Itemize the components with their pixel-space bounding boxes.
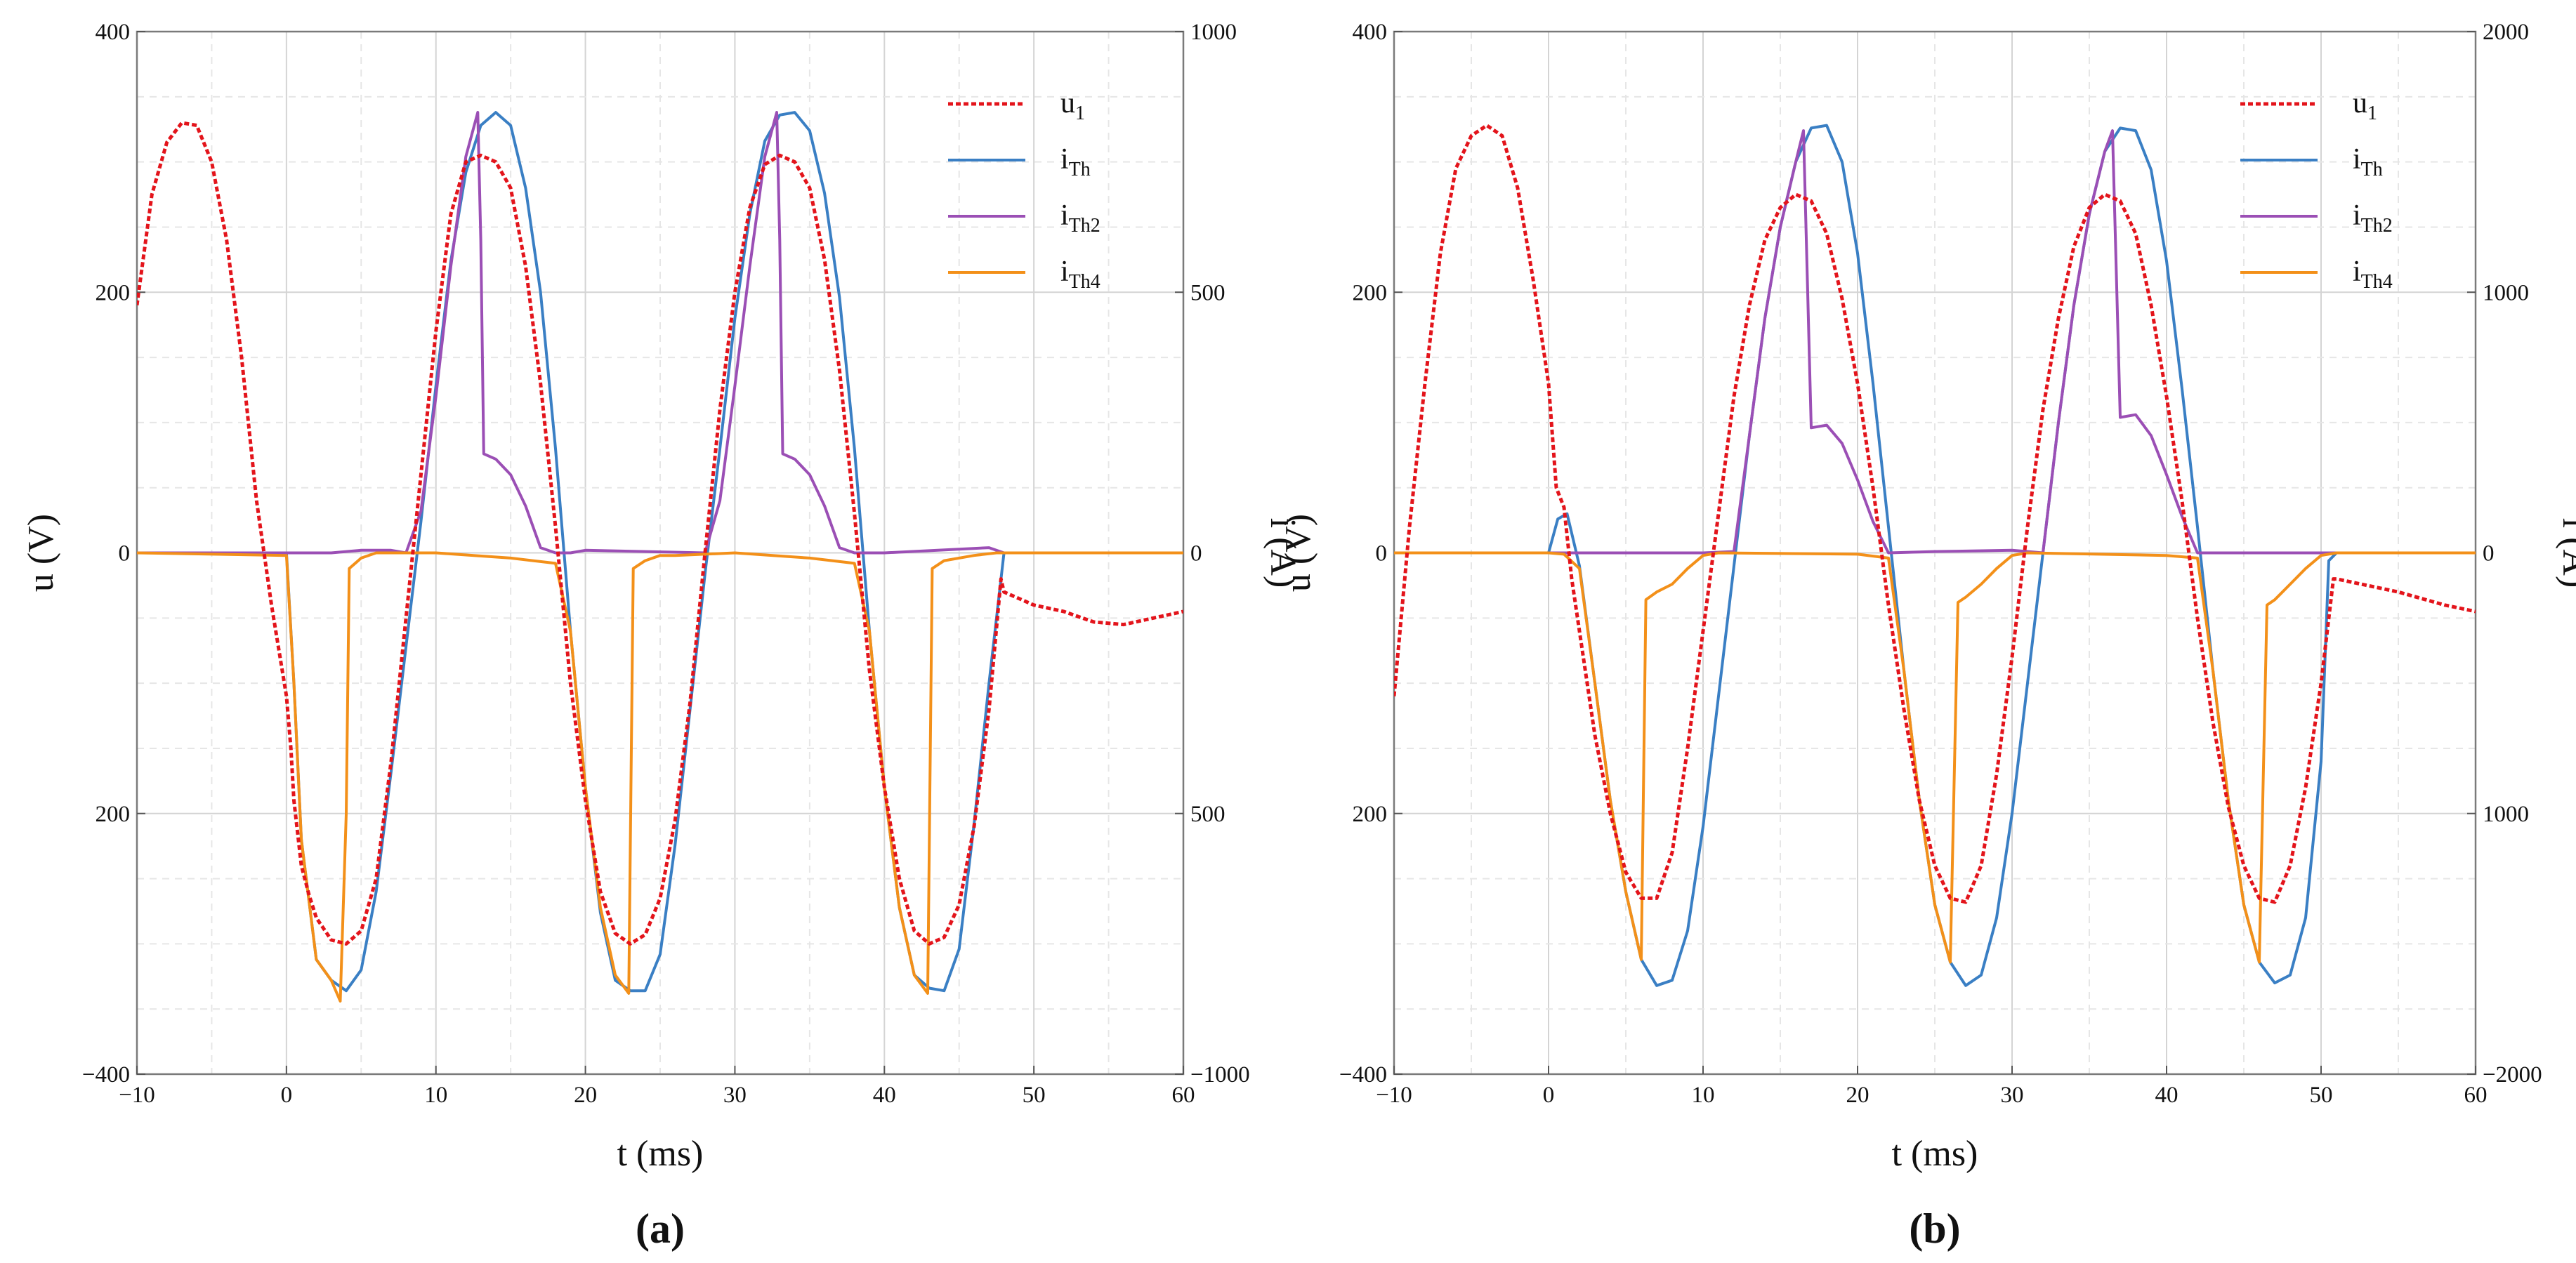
series-line-u1 bbox=[137, 121, 1183, 946]
series-line-iTh4 bbox=[137, 551, 1183, 1003]
y-right-tick-label: −1000 bbox=[1190, 1062, 1250, 1087]
panel-a-chart: −10 0 10 20 30 40 50 60 −400 200 0 200 400 −1000 500 0 5… bbox=[21, 20, 1303, 1252]
x-tick-label: 20 bbox=[1846, 1083, 1869, 1108]
y-left-tick-label: −400 bbox=[82, 1062, 130, 1087]
y-right-tick-label: 0 bbox=[2483, 541, 2495, 567]
legend-label-1: iTh bbox=[2353, 143, 2383, 180]
y-right-tick-label: 500 bbox=[1190, 802, 1225, 827]
legend-label-0: u1 bbox=[2353, 87, 2377, 124]
panel-label: (a) bbox=[636, 1205, 685, 1252]
y-left-tick-label: 0 bbox=[119, 541, 131, 567]
y-right-axis-label: i (A) bbox=[1263, 518, 1303, 588]
y-left-tick-label: 200 bbox=[96, 802, 131, 827]
x-tick-label: 0 bbox=[1543, 1083, 1555, 1108]
x-tick-label: −10 bbox=[119, 1083, 155, 1108]
panel-b-chart: −10 0 10 20 30 40 50 60−4002000200400−200010000… bbox=[1278, 20, 2576, 1252]
y-right-tick-label: 1000 bbox=[2483, 280, 2529, 305]
y-right-axis-label: i (A) bbox=[2555, 518, 2576, 588]
x-tick-label: 20 bbox=[574, 1083, 597, 1108]
legend-label-2: iTh2 bbox=[2353, 199, 2393, 237]
y-right-tick-label: 1000 bbox=[1190, 20, 1237, 45]
y-left-tick-label: −400 bbox=[1339, 1062, 1387, 1087]
x-tick-label: 30 bbox=[723, 1083, 747, 1108]
x-tick-label: 0 bbox=[281, 1083, 293, 1108]
x-tick-label: 60 bbox=[1172, 1083, 1195, 1108]
x-tick-label: 40 bbox=[873, 1083, 896, 1108]
y-right-tick-label: 1000 bbox=[2483, 802, 2529, 827]
series-line-iTh2 bbox=[1394, 129, 2476, 555]
legend-label-2: iTh2 bbox=[1060, 199, 1100, 237]
y-right-tick-label: 0 bbox=[1190, 541, 1202, 567]
x-tick-label: −10 bbox=[1376, 1083, 1412, 1108]
y-left-tick-label: 0 bbox=[1376, 541, 1388, 567]
y-right-tick-label: −2000 bbox=[2483, 1062, 2542, 1087]
series-line-iTh2 bbox=[137, 111, 1183, 555]
legend-label-0: u1 bbox=[1060, 87, 1085, 124]
x-tick-label: 10 bbox=[424, 1083, 447, 1108]
y-right-tick-label: 2000 bbox=[2483, 20, 2529, 45]
legend-label-3: iTh4 bbox=[2353, 256, 2393, 293]
panel-label: (b) bbox=[1909, 1205, 1960, 1252]
x-tick-label: 10 bbox=[1692, 1083, 1715, 1108]
x-tick-label: 30 bbox=[2001, 1083, 2024, 1108]
x-tick-label: 50 bbox=[1023, 1083, 1046, 1108]
x-tick-label: 60 bbox=[2464, 1083, 2488, 1108]
x-axis-label: t (ms) bbox=[617, 1134, 704, 1174]
legend-label-3: iTh4 bbox=[1060, 256, 1100, 293]
legend-label-1: iTh bbox=[1060, 143, 1091, 180]
y-left-tick-label: 400 bbox=[96, 20, 131, 45]
series-line-u1 bbox=[1394, 124, 2476, 904]
y-left-tick-label: 200 bbox=[1353, 280, 1388, 305]
y-left-axis-label: u (V) bbox=[21, 514, 61, 592]
y-left-tick-label: 200 bbox=[1353, 802, 1388, 827]
y-left-tick-label: 400 bbox=[1353, 20, 1388, 45]
series-line-iTh4 bbox=[1394, 551, 2476, 964]
y-right-tick-label: 500 bbox=[1190, 280, 1225, 305]
x-tick-label: 50 bbox=[2310, 1083, 2333, 1108]
y-left-axis-label: u (V) bbox=[1278, 514, 1318, 592]
x-axis-label: t (ms) bbox=[1892, 1134, 1978, 1174]
x-tick-label: 40 bbox=[2155, 1083, 2179, 1108]
y-left-tick-label: 200 bbox=[96, 280, 131, 305]
